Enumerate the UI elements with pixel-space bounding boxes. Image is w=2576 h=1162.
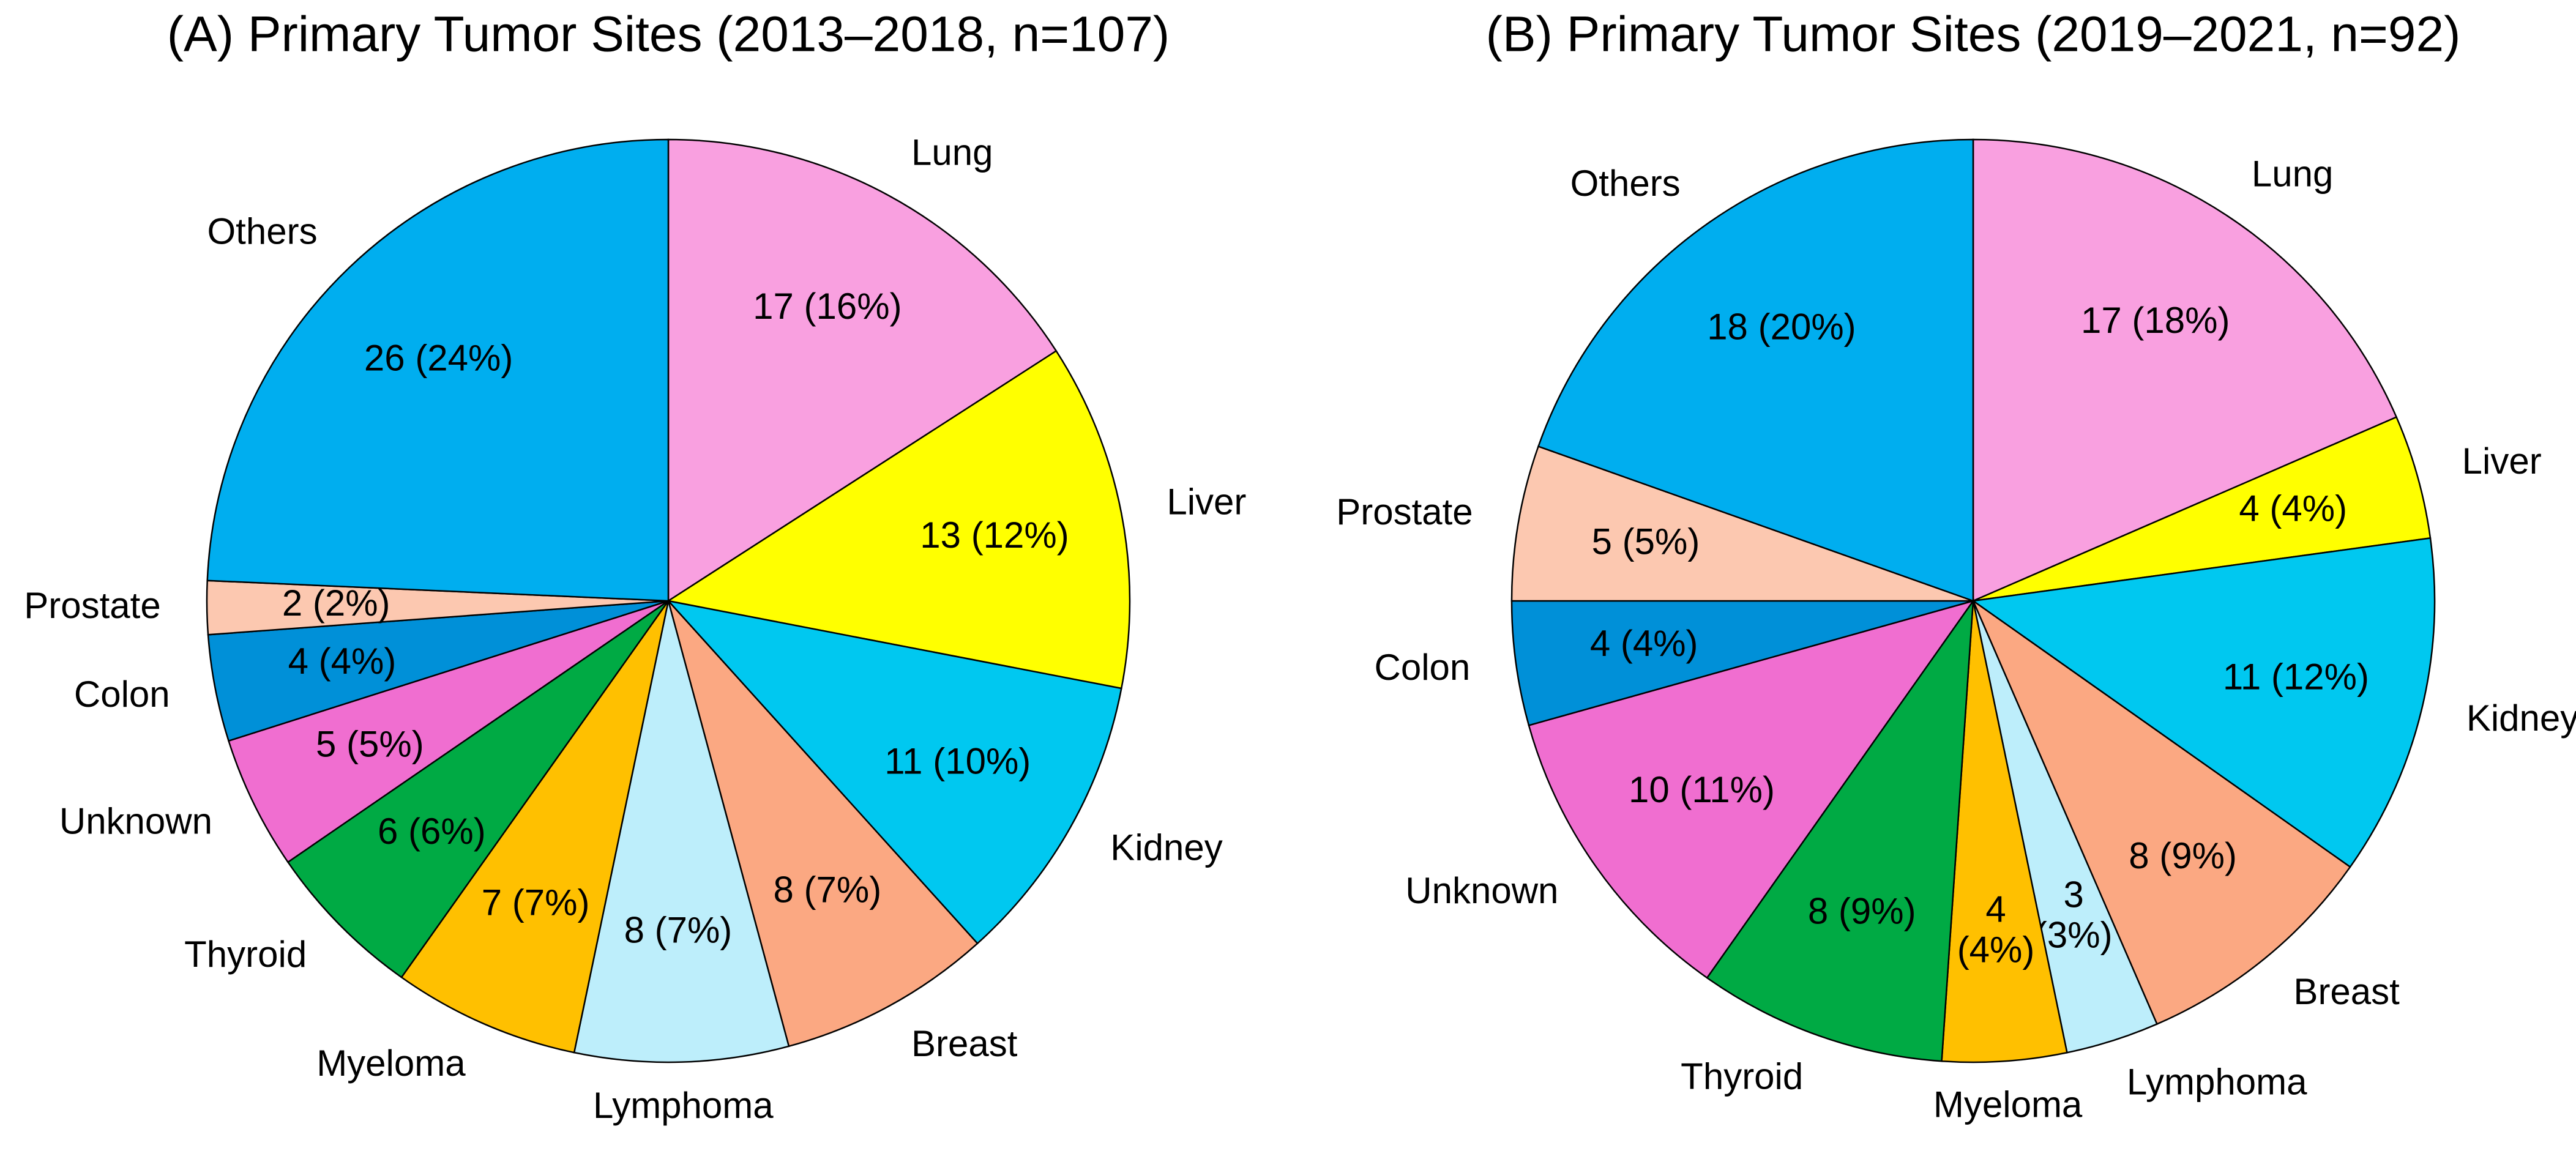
category-label: Liver (2462, 441, 2542, 482)
category-label: Colon (1375, 647, 1471, 688)
pie-slice (1941, 600, 2068, 1063)
category-label: Prostate (1336, 491, 1473, 532)
value-label: 26 (24%) (364, 338, 513, 379)
value-label: 18 (20%) (1707, 306, 1856, 347)
pie-slice (400, 600, 670, 1054)
value-label: 17 (16%) (753, 286, 902, 327)
pie-slice (286, 600, 670, 978)
pie-slice (1973, 415, 2432, 602)
category-label: Lung (911, 132, 993, 173)
category-label: Lymphoma (2127, 1061, 2307, 1102)
pie-slice (666, 349, 1131, 690)
pie-slice (667, 138, 1058, 603)
chart-title: (A) Primary Tumor Sites (2013–2018, n=10… (167, 7, 1170, 62)
value-label: 8 (9%) (2129, 835, 2237, 876)
value-label: 4 (4%) (1590, 623, 1698, 664)
category-label: Lung (2252, 153, 2333, 194)
category-label: Myeloma (316, 1043, 466, 1084)
value-label: 13 (12%) (920, 515, 1069, 556)
value-label: 2 (2%) (282, 583, 390, 624)
category-label: Unknown (59, 800, 212, 841)
value-label: 8 (9%) (1808, 890, 1916, 931)
value-label: 6 (6%) (378, 811, 486, 852)
value-label: 11 (12%) (2223, 656, 2369, 697)
value-label: 3 (3%) (2035, 874, 2113, 955)
pie-slice (1706, 598, 1974, 1062)
pie-slice (206, 138, 670, 602)
category-label: Others (1570, 163, 1681, 204)
value-label: 4 (4%) (1957, 888, 2035, 970)
category-label: Kidney (2466, 698, 2576, 739)
value-label: 10 (11%) (1629, 769, 1775, 810)
category-label: Breast (2293, 971, 2400, 1012)
pie-slice (227, 600, 669, 863)
pie-slice (666, 600, 1122, 945)
pie-slice (1537, 138, 1974, 602)
value-label: 17 (18%) (2081, 300, 2230, 341)
category-label: Liver (1167, 482, 1246, 523)
value-label: 8 (7%) (773, 869, 881, 910)
pie-slice (1510, 600, 1974, 726)
value-label: 11 (10%) (884, 741, 1031, 782)
category-label: Lymphoma (593, 1085, 774, 1126)
category-label: Kidney (1110, 827, 1222, 868)
chart-title: (B) Primary Tumor Sites (2019–2021, n=92… (1486, 7, 2461, 62)
category-label: Colon (74, 674, 170, 715)
category-label: Breast (911, 1023, 1018, 1064)
value-label: 5 (5%) (316, 723, 424, 764)
pie-slice (1510, 445, 1974, 602)
pie-slice (573, 600, 790, 1063)
category-label: Others (207, 211, 318, 252)
category-label: Thyroid (1681, 1056, 1803, 1097)
pie-slice (1971, 537, 2436, 868)
category-label: Prostate (24, 585, 160, 626)
category-label: Unknown (1405, 870, 1558, 911)
category-label: Thyroid (184, 934, 307, 975)
value-label: 5 (5%) (1592, 521, 1700, 562)
value-label: 4 (4%) (2239, 488, 2347, 529)
pie-slice (667, 600, 979, 1048)
pie-slice (1972, 138, 2398, 602)
category-label: Myeloma (1933, 1084, 2083, 1125)
pie-slice (1528, 599, 1976, 979)
value-label: 4 (4%) (288, 641, 397, 682)
value-label: 7 (7%) (482, 882, 590, 923)
pie-slice (1971, 598, 2351, 1026)
value-label: 8 (7%) (624, 909, 733, 950)
